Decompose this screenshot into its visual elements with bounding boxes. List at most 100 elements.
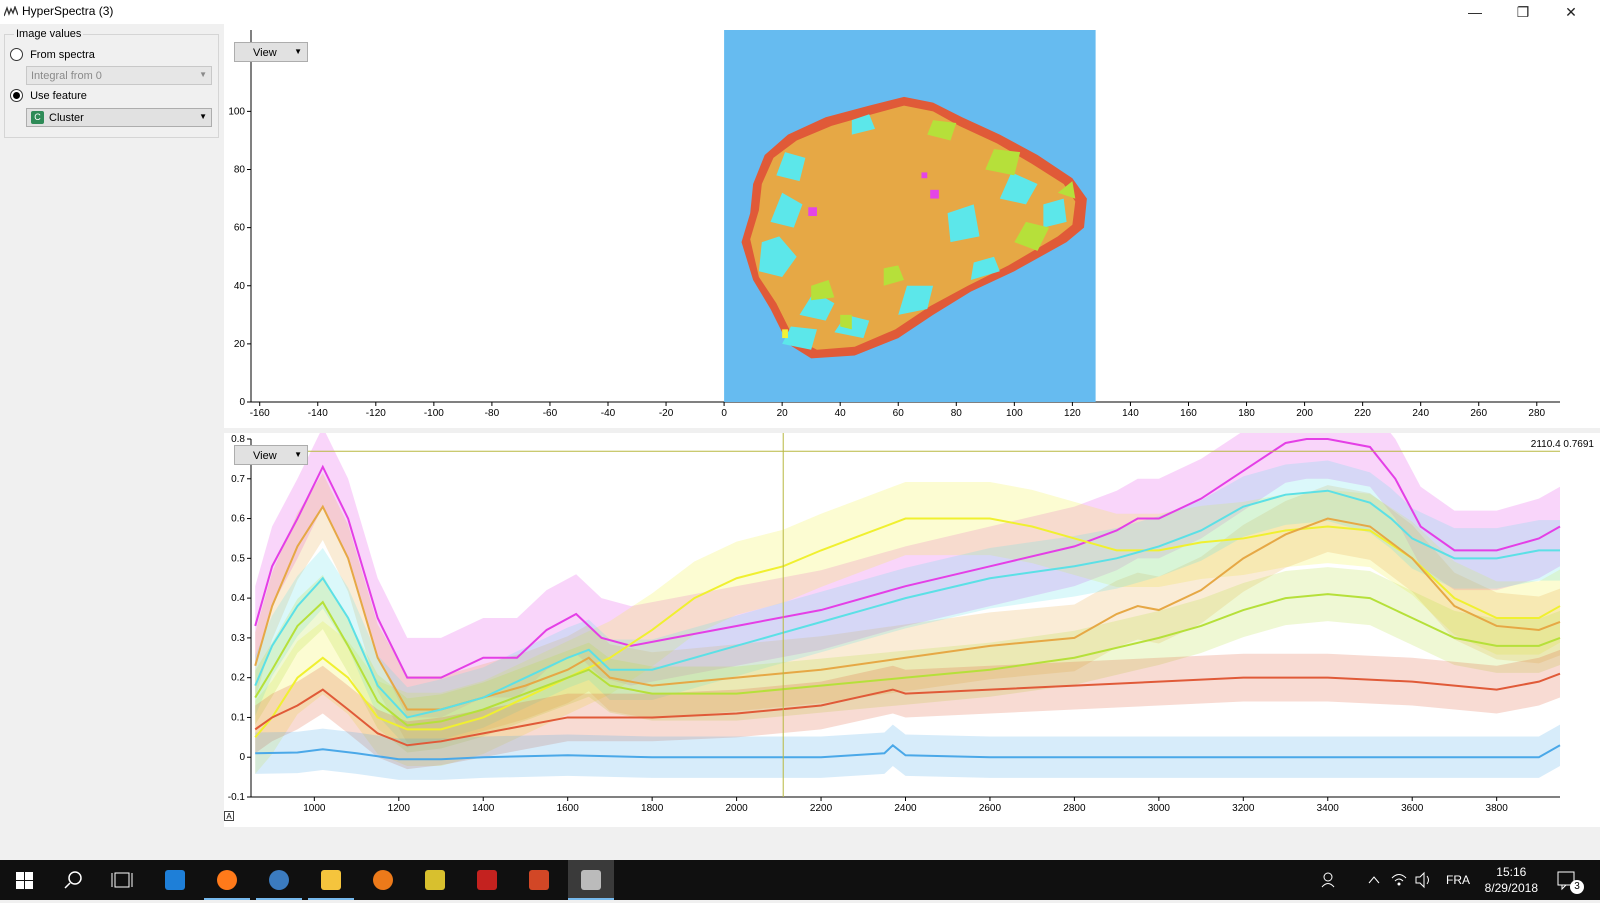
- hyperspectra-app-icon[interactable]: [568, 860, 614, 900]
- image-plot[interactable]: -160 -140 -120 -100 -80 -60 -40 -20 0 20 40 60 80 100…: [224, 24, 1600, 428]
- thunderbird-icon[interactable]: [256, 860, 302, 900]
- clock-time: 15:16: [1496, 865, 1527, 879]
- spectrum-band: [255, 724, 1561, 780]
- file-explorer-icon[interactable]: [308, 860, 354, 900]
- notification-center-icon[interactable]: 3: [1550, 860, 1590, 900]
- feature-combo[interactable]: C Cluster ▼: [26, 108, 212, 127]
- acrobat-icon[interactable]: [464, 860, 510, 900]
- y-tick-label: 0.6: [231, 514, 245, 525]
- window-title: HyperSpectra (3): [22, 4, 114, 18]
- cyan-cluster-patch: [851, 114, 876, 135]
- crosshair-cursor: [251, 433, 1560, 797]
- people-icon-glyph: [1321, 872, 1335, 888]
- x-tick-label: -60: [543, 408, 558, 419]
- y-tick-label: 0.8: [231, 434, 245, 445]
- x-tick-label: 1800: [641, 803, 664, 814]
- x-tick-label: -140: [308, 408, 328, 419]
- x-tick-label: 2200: [810, 803, 833, 814]
- spectrum-band: [255, 473, 1561, 743]
- image-view-button[interactable]: View ▼: [234, 42, 308, 62]
- spectrum-band: [255, 399, 1561, 718]
- sidebar: Image values From spectra Integral from …: [0, 24, 223, 860]
- x-tick-label: -120: [366, 408, 386, 419]
- minimize-button[interactable]: —: [1468, 4, 1482, 20]
- y-tick-label: 40: [234, 281, 246, 292]
- toolbox-app-icon[interactable]: [412, 860, 458, 900]
- spectra-plot-axes: 1000 1200 1400 1600 1800 2000 2200 2400 2600 2800…: [228, 434, 1560, 814]
- x-tick-label: 200: [1296, 408, 1313, 419]
- y-tick-label: 0.7: [231, 474, 245, 485]
- taskbar: FRA 15:16 8/29/2018 3: [0, 860, 1600, 900]
- y-tick-label: 0.1: [231, 712, 245, 723]
- wifi-icon[interactable]: [1390, 860, 1408, 900]
- cyan-cluster-patch: [999, 172, 1038, 205]
- magenta-cluster-patch: [921, 172, 928, 179]
- lime-cluster-patch: [985, 149, 1021, 176]
- spectra-bands: [255, 399, 1561, 780]
- y-tick-label: 0.5: [231, 553, 245, 564]
- y-tick-label: 20: [234, 339, 246, 350]
- y-tick-label: 0: [239, 752, 245, 763]
- cyan-cluster-patch: [970, 256, 1000, 280]
- spectrum-line: [254, 593, 1561, 727]
- cyan-cluster-patch: [898, 285, 934, 315]
- yellow-cluster-patch: [782, 329, 788, 339]
- spectra-plot-canvas[interactable]: 1000 1200 1400 1600 1800 2000 2200 2400 2600 2800…: [224, 399, 1600, 827]
- x-tick-label: -40: [601, 408, 616, 419]
- clock[interactable]: 15:16 8/29/2018: [1485, 864, 1538, 896]
- y-tick-label: -0.1: [228, 792, 246, 803]
- chevron-down-icon: ▼: [294, 47, 302, 56]
- y-tick-label: 0: [239, 397, 245, 408]
- cyan-cluster-patch: [770, 192, 803, 228]
- cluster-map[interactable]: [724, 30, 1096, 402]
- image-plot-canvas[interactable]: -160 -140 -120 -100 -80 -60 -40 -20 0 20 40 60 80 100…: [224, 24, 1600, 428]
- language-indicator[interactable]: FRA: [1446, 873, 1470, 887]
- y-tick-label: 0.2: [231, 673, 245, 684]
- x-tick-label: 3800: [1486, 803, 1509, 814]
- use-feature-radio[interactable]: [10, 89, 23, 102]
- x-tick-label: -20: [659, 408, 674, 419]
- x-tick-label: 2800: [1063, 803, 1086, 814]
- lime-cluster-patch: [811, 279, 835, 301]
- integral-combo[interactable]: Integral from 0 ▼: [26, 66, 212, 85]
- x-tick-label: 120: [1064, 408, 1081, 419]
- cluster-feature-icon: C: [31, 111, 44, 124]
- volume-icon[interactable]: [1414, 860, 1432, 900]
- task-view-icon[interactable]: [99, 860, 145, 900]
- chevron-down-icon: ▼: [199, 70, 207, 79]
- from-spectra-option[interactable]: From spectra: [10, 48, 95, 64]
- maximize-button[interactable]: ❐: [1516, 4, 1530, 20]
- lime-cluster-patch: [1057, 181, 1076, 199]
- x-tick-label: 1000: [303, 803, 326, 814]
- close-button[interactable]: ✕: [1565, 4, 1577, 20]
- x-tick-label: 280: [1528, 408, 1545, 419]
- search-icon[interactable]: [50, 860, 96, 900]
- x-tick-label: 80: [951, 408, 963, 419]
- x-tick-label: 1400: [472, 803, 495, 814]
- y-tick-label: 60: [234, 223, 246, 234]
- use-feature-option[interactable]: Use feature: [10, 89, 87, 105]
- x-tick-label: 2600: [979, 803, 1002, 814]
- clock-date: 8/29/2018: [1484, 881, 1538, 895]
- x-tick-label: 2400: [894, 803, 917, 814]
- from-spectra-radio[interactable]: [10, 48, 23, 61]
- x-tick-label: 240: [1412, 408, 1429, 419]
- spectrum-band: [255, 460, 1561, 748]
- spectra-view-button[interactable]: View ▼: [234, 445, 308, 465]
- view-label: View: [253, 47, 277, 59]
- firefox-icon[interactable]: [204, 860, 250, 900]
- chevron-down-icon: ▼: [294, 450, 302, 459]
- edge-icon[interactable]: [152, 860, 198, 900]
- spectra-plot[interactable]: 1000 1200 1400 1600 1800 2000 2200 2400 2600 2800…: [224, 399, 1600, 827]
- spectrum-line: [254, 504, 1561, 711]
- spectrum-band: [255, 649, 1561, 770]
- use-feature-label: Use feature: [30, 89, 87, 102]
- chevron-up-icon[interactable]: [1366, 860, 1382, 900]
- windows-start-icon[interactable]: [2, 860, 48, 900]
- powerpoint-icon[interactable]: [516, 860, 562, 900]
- people-icon[interactable]: [1320, 860, 1340, 900]
- blender-icon[interactable]: [360, 860, 406, 900]
- autoscale-button[interactable]: A: [224, 811, 234, 821]
- x-tick-label: 2000: [725, 803, 748, 814]
- x-tick-label: 3600: [1401, 803, 1424, 814]
